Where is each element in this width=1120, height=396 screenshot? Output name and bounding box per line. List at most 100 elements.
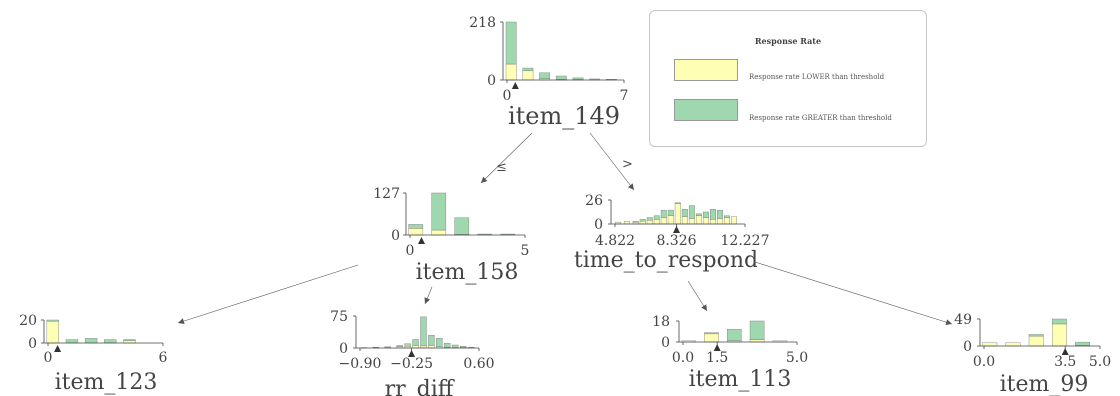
bar-lower xyxy=(681,216,688,225)
bar-lower xyxy=(695,215,702,225)
split-marker-icon xyxy=(673,226,681,233)
bar-greater xyxy=(539,72,550,79)
bar-greater xyxy=(639,219,646,222)
bar-greater xyxy=(724,215,730,218)
edge-left-to-left-left xyxy=(177,264,359,324)
bar-greater xyxy=(1052,318,1067,325)
y-tick-label-min: 0 xyxy=(28,336,37,352)
x-tick-label: 0.0 xyxy=(672,350,694,366)
split-marker-icon xyxy=(1061,348,1069,355)
legend-swatch-lower xyxy=(674,59,738,81)
x-tick-label: 5.0 xyxy=(1089,354,1111,370)
split-marker-icon xyxy=(408,350,416,357)
edge-root-to-left xyxy=(480,132,533,184)
bar-greater xyxy=(653,215,660,220)
x-tick-label: 12.227 xyxy=(721,233,770,249)
bar-lower xyxy=(704,333,719,343)
bar-lower xyxy=(46,320,59,344)
bar-greater xyxy=(709,209,716,220)
bar-lower xyxy=(660,217,667,225)
x-tick-label: 8.326 xyxy=(656,233,696,249)
legend-label-greater: Response rate GREATER than threshold xyxy=(749,114,892,122)
feature-label: rr_diff xyxy=(385,377,455,396)
x-tick-label: 0.60 xyxy=(463,356,494,372)
bar-lower xyxy=(1005,342,1021,347)
bar-lower xyxy=(639,221,646,225)
bar-greater xyxy=(500,233,516,235)
bar-greater xyxy=(477,233,493,235)
bar-lower xyxy=(431,229,447,236)
edge-arrowhead-root-to-left xyxy=(481,176,488,183)
y-tick-label-max: 218 xyxy=(469,15,496,31)
bar-greater xyxy=(396,345,403,347)
bar-greater xyxy=(404,343,411,347)
legend: Response Rate Response rate LOWER than t… xyxy=(649,10,927,147)
feature-label: item_123 xyxy=(55,370,158,395)
bar-greater xyxy=(123,339,136,341)
y-tick-label-min: 0 xyxy=(339,341,348,357)
bar-lower xyxy=(653,219,660,225)
bar-lower xyxy=(702,217,709,225)
bar-lower xyxy=(1028,335,1044,347)
edge-arrowhead-right-to-right-left xyxy=(701,304,707,311)
bar-lower xyxy=(1052,323,1067,347)
feature-label: item_149 xyxy=(508,102,620,130)
x-tick-label: 6 xyxy=(159,350,168,366)
x-tick-label: 1.5 xyxy=(706,350,728,366)
bar-greater xyxy=(660,209,667,218)
node-left-right: 75 0−0.90 −0.25 0.60 rr_diff xyxy=(330,309,494,396)
x-tick-label: 0 xyxy=(44,350,53,366)
y-tick-label-max: 20 xyxy=(19,313,37,329)
bar-greater xyxy=(704,332,719,335)
bar-greater xyxy=(674,202,681,204)
bar-greater xyxy=(646,217,653,221)
y-tick-label-max: 75 xyxy=(330,309,348,325)
bar-greater xyxy=(444,343,451,348)
edge-root-to-right xyxy=(589,132,635,191)
y-tick-label-min: 0 xyxy=(963,339,972,355)
bar-lower xyxy=(674,203,681,225)
x-tick-label: 5 xyxy=(521,243,530,259)
bar-greater xyxy=(702,211,709,218)
bar-lower xyxy=(646,220,653,225)
feature-label: item_99 xyxy=(1000,372,1089,396)
bar-greater xyxy=(1075,341,1090,346)
bar-greater xyxy=(428,335,435,346)
bar-greater xyxy=(384,346,391,348)
bar-greater xyxy=(716,209,723,219)
bar-greater xyxy=(431,192,447,231)
bar-greater xyxy=(412,339,419,346)
bar-greater xyxy=(454,217,470,235)
bar-greater xyxy=(749,320,765,340)
bar-greater xyxy=(572,77,584,80)
edge-arrowhead-left-to-left-left xyxy=(178,318,185,325)
bar-greater xyxy=(84,338,98,344)
edge-label-left: ≤ xyxy=(496,160,507,175)
x-tick-label: −0.25 xyxy=(390,356,433,372)
y-tick-label-min: 0 xyxy=(391,228,400,244)
bar-lower xyxy=(731,216,737,225)
bar-greater xyxy=(555,75,567,80)
feature-label: item_113 xyxy=(689,367,792,392)
bar-greater xyxy=(408,224,424,229)
bar-greater xyxy=(505,21,517,65)
x-tick-label: 7 xyxy=(620,88,629,104)
bar-lower xyxy=(505,63,517,81)
split-marker-icon xyxy=(713,344,721,351)
bar-greater xyxy=(46,319,59,322)
x-tick-label: 0 xyxy=(503,88,512,104)
x-tick-label: 5.0 xyxy=(786,350,808,366)
bar-greater xyxy=(452,344,459,348)
bar-greater xyxy=(667,209,674,216)
bar-greater xyxy=(1028,334,1044,337)
legend-swatch-greater xyxy=(674,99,738,121)
x-tick-label: 0 xyxy=(406,243,415,259)
bar-lower xyxy=(982,342,998,347)
bar-greater xyxy=(65,339,79,344)
feature-label: time_to_respond xyxy=(574,248,758,273)
